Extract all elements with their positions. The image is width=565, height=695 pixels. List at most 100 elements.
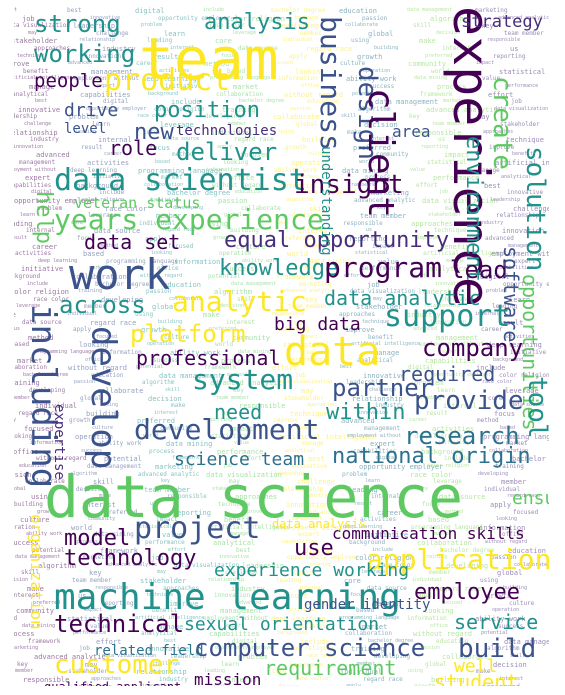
filler-word: leading: [420, 394, 442, 401]
cloud-word: technologies: [176, 123, 278, 139]
filler-word: analytical: [357, 356, 394, 364]
filler-word: opportunity employer: [158, 14, 231, 22]
filler-word: manage: [158, 622, 184, 631]
filler-word: information: [174, 257, 221, 266]
filler-word: opportunity employer: [215, 645, 276, 652]
filler-word: best: [67, 7, 82, 14]
filler-word: include: [444, 455, 470, 463]
filler-word: marketing: [155, 463, 193, 471]
filler-word: make: [203, 311, 220, 319]
filler-word: framework: [348, 181, 376, 188]
cloud-word: national origin: [332, 444, 531, 469]
filler-word: make: [275, 219, 288, 226]
filler-word: benefit: [23, 67, 49, 75]
filler-word: data visualization: [102, 653, 157, 659]
filler-word: race color: [137, 113, 168, 120]
filler-word: framework: [172, 455, 200, 462]
filler-word: without regard: [485, 539, 528, 545]
filler-word: include: [99, 189, 125, 197]
filler-word: impact: [372, 242, 394, 250]
filler-word: without regard: [284, 90, 344, 99]
filler-word: growth: [213, 235, 232, 241]
filler-word: responsible: [167, 493, 207, 501]
filler-word: benefit: [512, 151, 534, 158]
cloud-word: application: [366, 543, 549, 576]
filler-word: data mining: [94, 531, 134, 539]
filler-word: leading: [147, 37, 173, 45]
filler-word: ability work: [170, 349, 221, 357]
filler-word: advanced analytic: [282, 288, 334, 295]
cloud-word: organization: [27, 514, 46, 630]
filler-word: challenge: [441, 295, 474, 303]
filler-word: learn: [92, 121, 111, 128]
filler-word: career: [32, 242, 58, 251]
filler-word: member: [357, 660, 376, 667]
filler-word: world: [143, 432, 159, 439]
filler-word: stakeholder: [212, 485, 246, 492]
filler-word: technique: [74, 684, 112, 686]
filler-word: building: [230, 227, 259, 235]
filler-word: operation: [147, 341, 175, 348]
filler-word: data mining: [342, 166, 389, 175]
filler-word: value: [410, 166, 426, 173]
cloud-word: development: [134, 413, 320, 446]
filler-word: challenge: [225, 569, 258, 577]
filler-word: career: [481, 326, 503, 334]
filler-word: job: [439, 189, 449, 196]
filler-word: data management: [303, 189, 358, 197]
filler-word: regard race: [90, 318, 137, 327]
cloud-word: employee: [414, 580, 520, 605]
filler-word: digital: [376, 455, 398, 462]
filler-word: developing: [446, 561, 489, 570]
filler-word: information: [206, 166, 240, 173]
filler-word: looking: [424, 607, 454, 616]
filler-word: leverage: [160, 121, 194, 129]
filler-word: operation: [291, 159, 329, 167]
filler-word: programming language: [34, 349, 95, 355]
filler-word: responsible: [343, 219, 383, 227]
filler-word: market: [89, 265, 108, 272]
filler-word: data source: [238, 45, 278, 52]
filler-word: innovation: [430, 318, 467, 326]
filler-word: using: [103, 402, 119, 409]
filler-word: include: [171, 98, 201, 107]
filler-word: data management: [375, 98, 439, 107]
filler-word: deep learning: [142, 75, 197, 84]
filler-word: regard race: [18, 409, 58, 417]
cloud-word: technical: [54, 610, 185, 638]
filler-word: passion: [218, 197, 248, 205]
filler-word: member: [429, 569, 451, 577]
filler-word: job: [367, 280, 380, 289]
cloud-word: need: [214, 400, 263, 424]
filler-word: statistical: [499, 67, 546, 76]
filler-word: analytical: [501, 174, 532, 181]
filler-word: industry: [159, 675, 188, 683]
filler-word: job: [223, 463, 233, 469]
cloud-word: understanding: [318, 146, 334, 256]
filler-word: individual: [211, 128, 254, 137]
filler-word: deep learning: [271, 615, 326, 623]
filler-word: member: [228, 121, 247, 127]
filler-word: skill: [413, 22, 432, 30]
filler-word: improve: [241, 508, 263, 515]
filler-word: culture: [164, 333, 190, 341]
filler-word: collaborate: [273, 113, 320, 122]
filler-word: job: [79, 645, 90, 653]
cloud-word: service: [454, 610, 539, 634]
filler-word: collaboration: [489, 447, 529, 454]
filler-word: collaborate: [514, 561, 548, 568]
filler-word: employment without: [419, 341, 485, 349]
filler-word: digital: [135, 7, 165, 15]
cloud-word: analytic: [172, 285, 307, 318]
word-cloud: effort best digital include bachelor degree e…: [14, 6, 549, 686]
filler-word: apply: [490, 501, 512, 509]
filler-word: education: [235, 189, 263, 196]
filler-word: community: [232, 333, 270, 342]
filler-word: marketing: [299, 280, 332, 288]
filler-word: growth: [285, 143, 307, 151]
filler-word: job: [295, 371, 306, 379]
cloud-word: role: [109, 136, 158, 160]
filler-word: programming language: [210, 75, 271, 82]
filler-word: performance: [73, 630, 107, 637]
filler-word: problem: [238, 653, 268, 661]
